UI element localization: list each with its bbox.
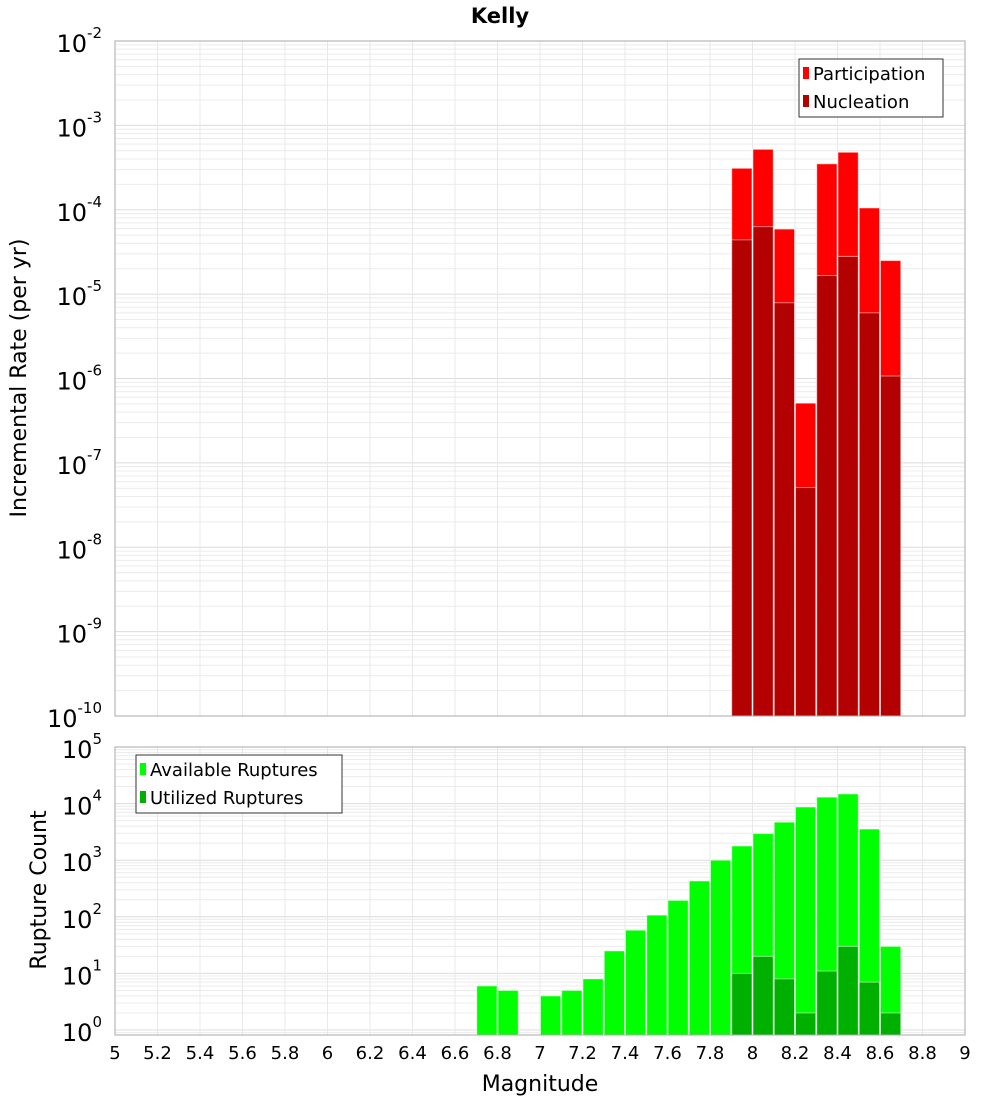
bar-nucleation — [837, 255, 859, 717]
legend-swatch — [803, 95, 809, 107]
legend-label: Participation — [813, 64, 925, 85]
y-tick-label: 10-8 — [56, 530, 102, 564]
y-tick-label: 102 — [62, 900, 102, 934]
bar-available-ruptures — [540, 995, 562, 1036]
bar-nucleation — [731, 239, 753, 717]
bar-nucleation — [773, 302, 795, 717]
y-tick-label: 10-4 — [56, 193, 102, 227]
plot-border — [114, 746, 966, 1036]
bar-available-ruptures — [582, 978, 604, 1036]
rate-plot: 10-10 10-9 10-8 10-7 10-6 10-5 10-4 10-3 10-2 Par… — [47, 24, 966, 733]
legend-swatch — [140, 791, 146, 803]
x-tick-label: 5.6 — [228, 1043, 257, 1064]
legend-box — [135, 754, 343, 814]
legend-swatch — [140, 763, 146, 775]
rupture-count-plot: 100 101 102 103 104 105 Available Ruptures Util… — [62, 730, 966, 1047]
bar-nucleation — [880, 375, 902, 717]
legend-label: Available Ruptures — [150, 760, 318, 781]
legend: Available Ruptures Utilized Ruptures — [135, 754, 343, 814]
x-tick-label: 8 — [747, 1043, 758, 1064]
x-tick-labels: 5 5.2 5.4 5.6 5.8 6 6.2 6.4 6.6 6.8 7 7.2 7.4 7.6 7.8 8… — [109, 1043, 970, 1064]
x-tick-label: 8.2 — [781, 1043, 810, 1064]
x-tick-label: 5.2 — [143, 1043, 172, 1064]
x-tick-label: 7.6 — [653, 1043, 682, 1064]
y-tick-label: 103 — [62, 843, 102, 877]
bar-nucleation — [858, 312, 880, 717]
x-tick-label: 5.4 — [186, 1043, 215, 1064]
x-tick-label: 5.8 — [271, 1043, 300, 1064]
y-tick-label: 101 — [62, 956, 102, 990]
top-y-axis-label: Incremental Rate (per yr) — [7, 239, 32, 518]
x-tick-label: 6.6 — [441, 1043, 470, 1064]
bar-available-ruptures — [561, 989, 583, 1036]
y-tick-label: 10-6 — [56, 362, 102, 396]
bar-utilized-ruptures — [795, 1012, 817, 1036]
y-tick-label: 105 — [62, 730, 102, 764]
bar-available-ruptures — [625, 929, 647, 1036]
x-tick-label: 6.2 — [356, 1043, 385, 1064]
legend-label: Utilized Ruptures — [150, 788, 303, 809]
x-tick-label: 8.6 — [866, 1043, 895, 1064]
y-tick-label: 10-9 — [56, 615, 102, 649]
y-tick-label: 10-2 — [56, 24, 102, 58]
bar-nucleation — [816, 275, 838, 717]
x-tick-label: 6 — [322, 1043, 333, 1064]
y-tick-label: 10-7 — [56, 446, 102, 480]
bar-utilized-ruptures — [837, 945, 859, 1036]
x-tick-label: 6.4 — [398, 1043, 427, 1064]
bar-available-ruptures — [646, 914, 668, 1036]
x-tick-label: 8.4 — [823, 1043, 852, 1064]
bar-available-ruptures — [688, 880, 710, 1036]
y-tick-label: 10-10 — [47, 699, 102, 733]
legend-label: Nucleation — [813, 92, 909, 113]
bar-utilized-ruptures — [752, 955, 774, 1036]
bottom-y-axis-label: Rupture Count — [27, 810, 52, 970]
legend-box — [798, 58, 944, 118]
bar-available-ruptures — [497, 989, 519, 1036]
bar-nucleation — [752, 226, 774, 717]
x-tick-label: 7.2 — [568, 1043, 597, 1064]
x-axis-label: Magnitude — [482, 1072, 599, 1097]
x-tick-label: 8.8 — [908, 1043, 937, 1064]
bar-utilized-ruptures — [858, 981, 880, 1036]
bar-available-ruptures — [710, 859, 732, 1036]
bar-available-ruptures — [667, 899, 689, 1036]
y-tick-label: 104 — [62, 787, 102, 821]
bar-available-ruptures — [476, 985, 498, 1036]
y-tick-label: 10-3 — [56, 108, 102, 142]
chart-title: Kelly — [471, 4, 530, 28]
x-tick-label: 7.8 — [696, 1043, 725, 1064]
legend-swatch — [803, 67, 809, 79]
y-tick-label: 10-5 — [56, 277, 102, 311]
y-tick-label: 100 — [62, 1013, 102, 1047]
bar-utilized-ruptures — [731, 972, 753, 1036]
x-tick-label: 5 — [109, 1043, 120, 1064]
x-tick-label: 6.8 — [483, 1043, 512, 1064]
bar-utilized-ruptures — [773, 978, 795, 1036]
legend: Participation Nucleation — [798, 58, 944, 118]
bar-available-ruptures — [603, 950, 625, 1036]
bar-utilized-ruptures — [880, 1012, 902, 1036]
x-tick-label: 7 — [534, 1043, 545, 1064]
plot-border — [114, 40, 966, 717]
bar-nucleation — [795, 487, 817, 717]
x-tick-label: 9 — [959, 1043, 970, 1064]
bar-available-ruptures — [795, 806, 817, 1036]
x-tick-label: 7.4 — [611, 1043, 640, 1064]
bar-utilized-ruptures — [816, 970, 838, 1036]
